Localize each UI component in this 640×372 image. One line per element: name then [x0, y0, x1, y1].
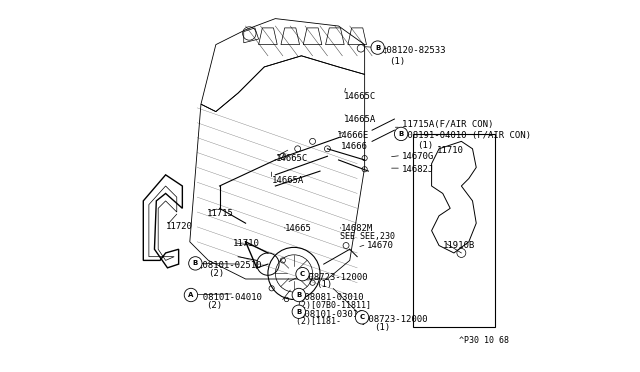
- Text: B: B: [193, 260, 198, 266]
- Text: (2)[1181-    ]: (2)[1181- ]: [296, 317, 366, 326]
- Text: 11715: 11715: [207, 209, 234, 218]
- Text: 14670: 14670: [367, 241, 394, 250]
- Circle shape: [189, 257, 202, 270]
- Text: ¤ 08101-04010: ¤ 08101-04010: [191, 293, 262, 302]
- Text: B: B: [399, 131, 404, 137]
- Text: (1): (1): [417, 141, 433, 150]
- Circle shape: [394, 127, 408, 141]
- Text: B: B: [375, 45, 380, 51]
- Text: (1): (1): [316, 280, 332, 289]
- Text: B: B: [296, 292, 301, 298]
- Circle shape: [355, 311, 369, 324]
- Text: ©08723-12000: ©08723-12000: [303, 273, 368, 282]
- Text: ¢08101-03010: ¢08101-03010: [300, 310, 364, 319]
- Text: B: B: [296, 309, 301, 315]
- Text: ¢08101-02510: ¢08101-02510: [197, 262, 262, 270]
- Circle shape: [292, 305, 305, 318]
- Text: 11715A(F/AIR CON): 11715A(F/AIR CON): [402, 120, 493, 129]
- Text: ^P30 10 68: ^P30 10 68: [460, 336, 509, 345]
- Text: 14665C: 14665C: [344, 92, 376, 101]
- Circle shape: [184, 288, 198, 302]
- Text: (2): (2): [209, 269, 225, 278]
- Text: C: C: [360, 314, 365, 320]
- Text: 11710: 11710: [232, 239, 259, 248]
- Text: 14666: 14666: [340, 142, 367, 151]
- Text: 11710: 11710: [437, 146, 464, 155]
- Text: 14665C: 14665C: [275, 154, 308, 163]
- Text: (1): (1): [374, 323, 390, 332]
- Text: (2)[07B0-11811]: (2)[07B0-11811]: [296, 301, 371, 310]
- Text: (2): (2): [207, 301, 223, 310]
- Text: 11910B: 11910B: [443, 241, 475, 250]
- Text: SEE SEE,230: SEE SEE,230: [340, 232, 396, 241]
- Text: ¢08081-03010: ¢08081-03010: [300, 293, 364, 302]
- Circle shape: [371, 41, 385, 54]
- Text: C: C: [300, 271, 305, 277]
- Circle shape: [292, 288, 305, 302]
- Text: ©08723-12000: ©08723-12000: [363, 315, 428, 324]
- Text: 11720: 11720: [166, 222, 193, 231]
- Text: 14665: 14665: [285, 224, 312, 233]
- Text: 14682M: 14682M: [340, 224, 372, 233]
- Text: ¢08191-04010 (F/AIR CON): ¢08191-04010 (F/AIR CON): [402, 131, 531, 140]
- Text: (1): (1): [389, 57, 405, 66]
- Text: 14666E: 14666E: [337, 131, 369, 140]
- Text: 14670G: 14670G: [402, 152, 434, 161]
- Circle shape: [296, 267, 309, 281]
- Text: ¢08120-82533: ¢08120-82533: [381, 46, 446, 55]
- Text: 14665A: 14665A: [271, 176, 304, 185]
- Text: A: A: [188, 292, 194, 298]
- Text: 14665A: 14665A: [344, 115, 376, 124]
- Text: 14682J: 14682J: [402, 165, 434, 174]
